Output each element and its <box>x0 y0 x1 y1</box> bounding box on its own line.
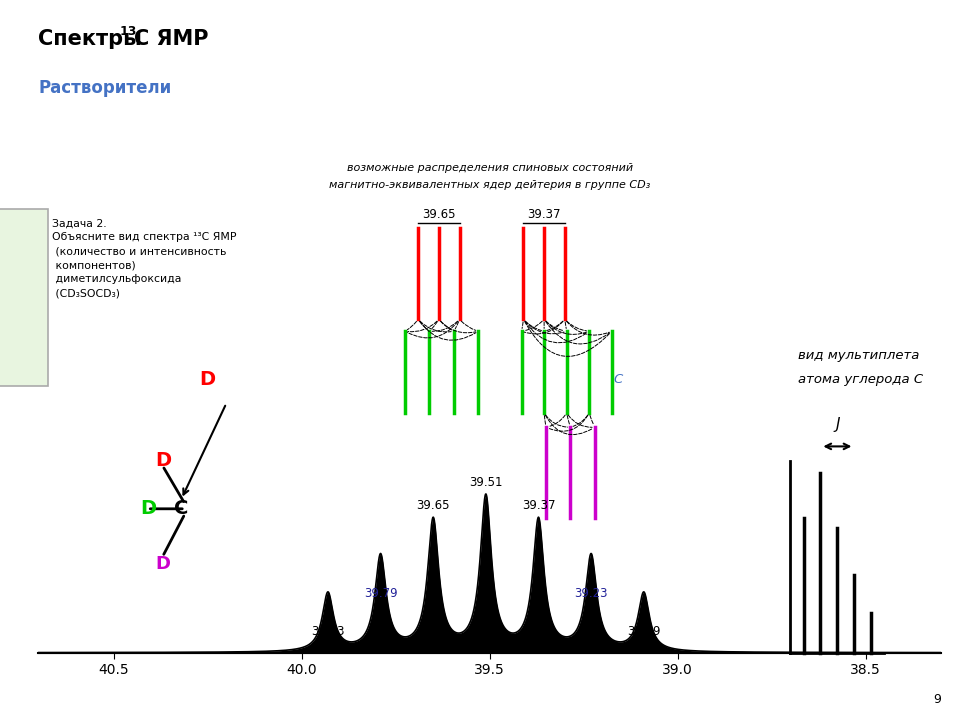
Text: D: D <box>155 555 170 573</box>
Text: возможные распределения спиновых состояний: возможные распределения спиновых состоян… <box>347 163 633 173</box>
Text: магнитно-эквивалентных ядер дейтерия в группе CD₃: магнитно-эквивалентных ядер дейтерия в г… <box>329 179 650 189</box>
Text: D: D <box>200 370 216 389</box>
Text: J: J <box>835 417 840 432</box>
Text: 39.37: 39.37 <box>527 208 561 221</box>
Text: Растворители: Растворители <box>38 79 172 97</box>
Text: 13: 13 <box>120 25 137 38</box>
Text: 39.93: 39.93 <box>311 626 345 639</box>
Text: 39.65: 39.65 <box>422 208 456 221</box>
Text: 39.79: 39.79 <box>364 587 397 600</box>
Text: C ЯМР: C ЯМР <box>134 29 209 49</box>
Text: 39.51: 39.51 <box>469 476 503 489</box>
Text: D: D <box>155 451 171 470</box>
Text: Спектры: Спектры <box>38 29 150 49</box>
Text: 39.37: 39.37 <box>521 500 555 513</box>
Text: C: C <box>175 499 189 518</box>
Text: вид мультиплета: вид мультиплета <box>798 348 920 361</box>
Text: Задача 2.
Объясните вид спектра ¹³С ЯМР
 (количество и интенсивность
 компоненто: Задача 2. Объясните вид спектра ¹³С ЯМР … <box>52 218 236 298</box>
Text: атома углерода C: атома углерода C <box>798 373 924 386</box>
Text: 39.65: 39.65 <box>417 500 450 513</box>
Text: D: D <box>140 499 156 518</box>
Text: 39.23: 39.23 <box>574 587 608 600</box>
FancyBboxPatch shape <box>0 209 48 387</box>
Text: 39.09: 39.09 <box>627 626 660 639</box>
Text: 9: 9 <box>933 693 941 706</box>
Text: C: C <box>613 373 623 386</box>
